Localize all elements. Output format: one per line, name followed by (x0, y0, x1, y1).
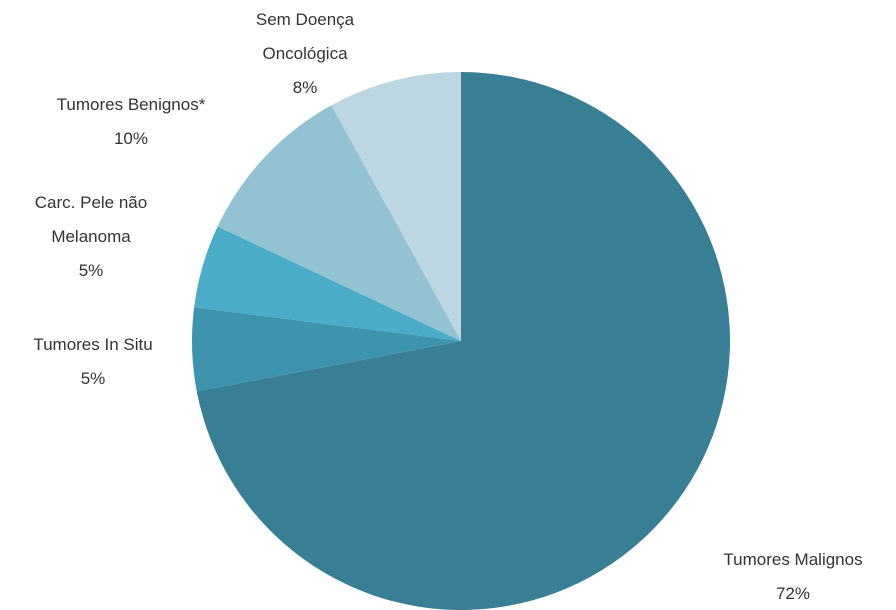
category-label: Sem Doença Oncológica (255, 10, 355, 63)
slice-label: Sem Doença Oncológica 8% (248, 3, 363, 105)
category-label: Tumores Malignos (723, 550, 863, 569)
pie-slice (192, 307, 461, 392)
category-label: Carc. Pele não Melanoma (34, 193, 148, 246)
value-label: 72% (775, 584, 811, 603)
category-label: Tumores In Situ (33, 335, 153, 354)
slice-label: Carc. Pele não Melanoma 5% (24, 186, 159, 288)
slice-label: Tumores Benignos* 10% (57, 88, 206, 156)
pie-slice (194, 226, 461, 341)
value-label: 10% (113, 129, 149, 148)
category-label: Tumores Benignos* (56, 95, 206, 114)
slice-label: Tumores In Situ 5% (33, 328, 152, 396)
pie-slice (331, 72, 461, 341)
value-label: 8% (292, 78, 318, 97)
value-label: 5% (80, 369, 106, 388)
slice-label: Tumores Malignos 72% (723, 543, 862, 610)
value-label: 5% (78, 261, 104, 280)
pie-slice (217, 105, 461, 342)
pie-slice (196, 72, 730, 610)
